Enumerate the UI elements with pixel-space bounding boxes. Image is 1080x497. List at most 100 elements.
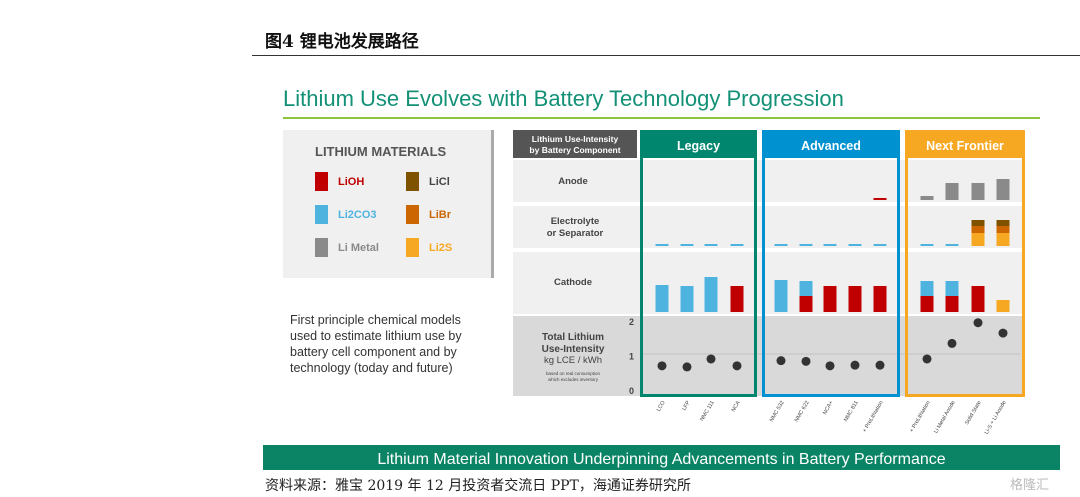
bar-segment-lioh [799, 296, 813, 312]
total-unit-label: kg LCE / kWh [544, 355, 602, 366]
total-label-line: Use-Intensity [542, 344, 605, 355]
bar-segment-li2co3 [848, 244, 862, 246]
x-category-label: NMC 532 [769, 400, 786, 423]
bar-segment-li2co3 [655, 244, 669, 246]
group-frame [762, 130, 900, 397]
description-text: First principle chemical models used to … [290, 313, 462, 375]
bar-segment-li2s [971, 233, 985, 246]
legend-swatch [406, 172, 419, 191]
group-header-next-frontier [905, 130, 1025, 158]
intensity-point [825, 361, 835, 371]
legend-item: LiOH [315, 172, 364, 191]
total-label-line: Total Lithium [542, 332, 604, 343]
bar-segment-li2co3 [680, 244, 694, 246]
group-frame [640, 130, 757, 397]
group-header-label: Next Frontier [926, 139, 1004, 153]
bar-segment-li2co3 [774, 244, 788, 246]
bar-segment-lioh [920, 296, 934, 312]
footer-banner: Lithium Material Innovation Underpinning… [263, 445, 1060, 470]
group-header-legacy [640, 130, 757, 158]
bar-segment-li2co3 [799, 244, 813, 246]
x-category-label: + PreLithiation [862, 400, 885, 434]
bar-segment-licl [971, 220, 985, 226]
row-label-separator: or Separator [547, 228, 604, 239]
intensity-point [850, 360, 860, 370]
bar-segment-li2co3 [945, 281, 959, 296]
row-label-cathode: Cathode [554, 277, 592, 288]
header-label-box [513, 130, 637, 158]
source-note: 资料来源：雅宝 2019 年 12 月投资者交流日 PPT，海通证券研究所 [265, 478, 691, 494]
bar-segment-li2s [996, 300, 1010, 312]
x-category-label: Li Metal Anode [933, 400, 956, 435]
header-label-line: by Battery Component [529, 145, 620, 155]
intensity-point [682, 362, 692, 372]
y-tick-label: 1 [629, 352, 634, 362]
bar-segment-li2co3 [823, 244, 837, 246]
intensity-point [657, 361, 667, 371]
row-background [513, 206, 1025, 248]
bar-segment-li-metal [945, 183, 959, 200]
legend-label: Li Metal [338, 241, 379, 254]
intensity-point [706, 354, 716, 364]
group-frame [905, 130, 1025, 397]
header-label-line: Lithium Use-Intensity [532, 134, 619, 144]
bar-segment-lioh [873, 198, 887, 200]
bar-segment-li2co3 [920, 281, 934, 296]
total-note: which excludes inventory [548, 377, 599, 382]
bar-segment-lioh [848, 286, 862, 312]
figure-title: 图4 锂电池发展路径 [265, 32, 419, 52]
bar-segment-li2co3 [873, 244, 887, 246]
bar-segment-lioh [971, 286, 985, 312]
bar-segment-li2s [996, 233, 1010, 246]
bar-segment-libr [996, 226, 1010, 233]
bar-segment-li-metal [971, 183, 985, 200]
intensity-point [947, 338, 957, 348]
x-category-label: NCA [731, 400, 742, 413]
intensity-point [875, 360, 885, 370]
slide-title: Lithium Use Evolves with Battery Technol… [283, 86, 844, 111]
bar-segment-lioh [823, 286, 837, 312]
intensity-point [801, 356, 811, 366]
bar-segment-li2co3 [799, 281, 813, 296]
x-category-label: NMC 811 [843, 400, 860, 423]
bar-segment-lioh [873, 286, 887, 312]
x-category-label: NMC 111 [699, 400, 715, 422]
bar-segment-li2co3 [655, 285, 669, 312]
bar-segment-licl [996, 220, 1010, 226]
group-header-label: Legacy [677, 139, 720, 153]
bar-segment-li-metal [996, 179, 1010, 200]
intensity-point [998, 328, 1008, 338]
legend-label: LiBr [429, 208, 451, 221]
bar-segment-li2co3 [920, 244, 934, 246]
total-row-background [513, 316, 1025, 396]
x-category-label: NCA+ [822, 400, 835, 416]
legend-label: LiCl [429, 175, 450, 188]
bar-segment-li2co3 [680, 286, 694, 312]
intensity-point [973, 318, 983, 328]
row-background [513, 160, 1025, 202]
x-category-label: LCO [656, 399, 667, 412]
legend-swatch [406, 238, 419, 257]
x-category-label: Solid State [964, 400, 983, 426]
bar-segment-li2co3 [730, 244, 744, 246]
bar-segment-libr [971, 226, 985, 233]
legend-swatch [315, 205, 328, 224]
legend-title: LITHIUM MATERIALS [315, 144, 447, 159]
row-label-electrolyte: Electrolyte [551, 216, 600, 227]
legend-swatch [406, 205, 419, 224]
bar-segment-lioh [945, 296, 959, 312]
bar-segment-li-metal [920, 196, 934, 200]
bar-segment-li2co3 [704, 277, 718, 312]
row-background [513, 252, 1025, 314]
bar-segment-lioh [730, 286, 744, 312]
intensity-point [776, 356, 786, 366]
total-note: based on real consumption [546, 371, 601, 376]
group-header-label: Advanced [801, 139, 861, 153]
bar-segment-li2co3 [704, 244, 718, 246]
legend-label: Li2CO3 [338, 208, 377, 221]
legend-item: Li Metal [315, 238, 379, 257]
intensity-point [732, 361, 742, 371]
legend-swatch [315, 238, 328, 257]
x-category-label: LFP [681, 400, 691, 412]
